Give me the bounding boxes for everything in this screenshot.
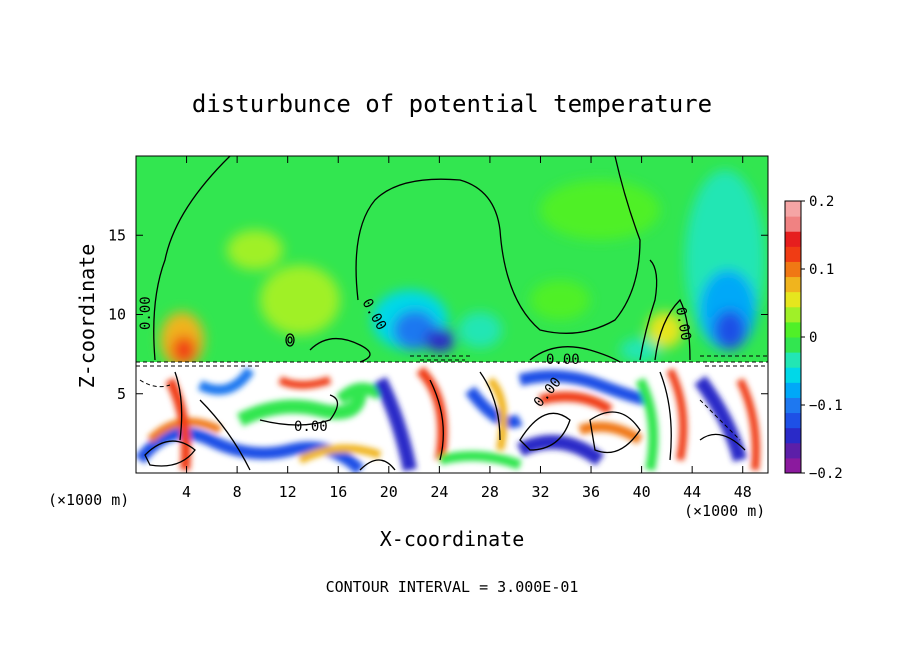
colorbar-ticks: 0.2 0.1 0 −0.1 −0.2 [801,194,843,482]
colorbar-segment [785,397,801,414]
colorbar-tick-label: 0.2 [809,194,834,210]
colorbar-segment [785,412,801,429]
x-tick-label: 24 [430,483,448,501]
y-axis-label: Z-coordinate [75,244,99,389]
contour-label: 0.00 [138,296,154,330]
y-tick-label: 15 [108,226,126,244]
colorbar-segment [785,231,801,247]
x-tick-label: 12 [279,483,297,501]
colorbar-segment [785,276,801,293]
y-axis-ticks: 5 10 15 [108,226,768,403]
colorbar-segment [785,246,801,262]
contour-lines [144,156,746,471]
x-tick-label: 16 [329,483,347,501]
colorbar [784,200,802,474]
x-scale-note-left: (×1000 m) [48,491,129,509]
colorbar-tick-label: −0.2 [809,466,843,482]
x-tick-label: 48 [734,483,752,501]
colorbar-segment [785,321,801,338]
upper-anomalies [160,170,765,368]
contour-label: 0.00 [672,306,694,342]
x-tick-label: 4 [182,483,191,501]
x-tick-label: 20 [380,483,398,501]
colorbar-segment [785,261,801,278]
colorbar-segment [785,427,801,444]
contour-label: 0.00 [294,419,328,435]
colorbar-segment [785,442,801,459]
colorbar-segment [785,291,801,308]
x-axis-ticks: 4 8 12 16 20 24 28 32 36 40 44 48 [182,156,752,501]
x-tick-label: 28 [481,483,499,501]
colorbar-segment [785,457,801,474]
colorbar-tick-label: 0.1 [809,262,834,278]
x-scale-note-right: (×1000 m) [684,502,765,520]
colorbar-segment [785,382,801,398]
x-tick-label: 40 [633,483,651,501]
colorbar-segment [785,201,801,217]
chart-title: disturbunce of potential temperature [192,90,712,118]
colorbar-segment [785,216,801,232]
colorbar-segment [785,352,801,368]
x-axis-label: X-coordinate [380,527,525,551]
interface-layer [136,355,768,441]
x-tick-label: 8 [233,483,242,501]
colorbar-tick-label: −0.1 [809,398,843,414]
colorbar-tick-label: 0 [809,330,817,346]
lower-turbulence [136,366,760,473]
contour-label: 0.00 [546,352,580,368]
plot-area: 0.00 0.00 0.00 0.00 0.00 0.00 [136,156,768,473]
x-tick-label: 36 [582,483,600,501]
x-tick-label: 32 [531,483,549,501]
colorbar-segment [785,337,801,353]
y-tick-label: 5 [117,385,126,403]
contour-interval-note: CONTOUR INTERVAL = 3.000E-01 [326,578,579,596]
y-tick-label: 10 [108,306,126,324]
colorbar-segment [785,306,801,323]
x-tick-label: 44 [683,483,701,501]
colorbar-segment [785,367,801,383]
